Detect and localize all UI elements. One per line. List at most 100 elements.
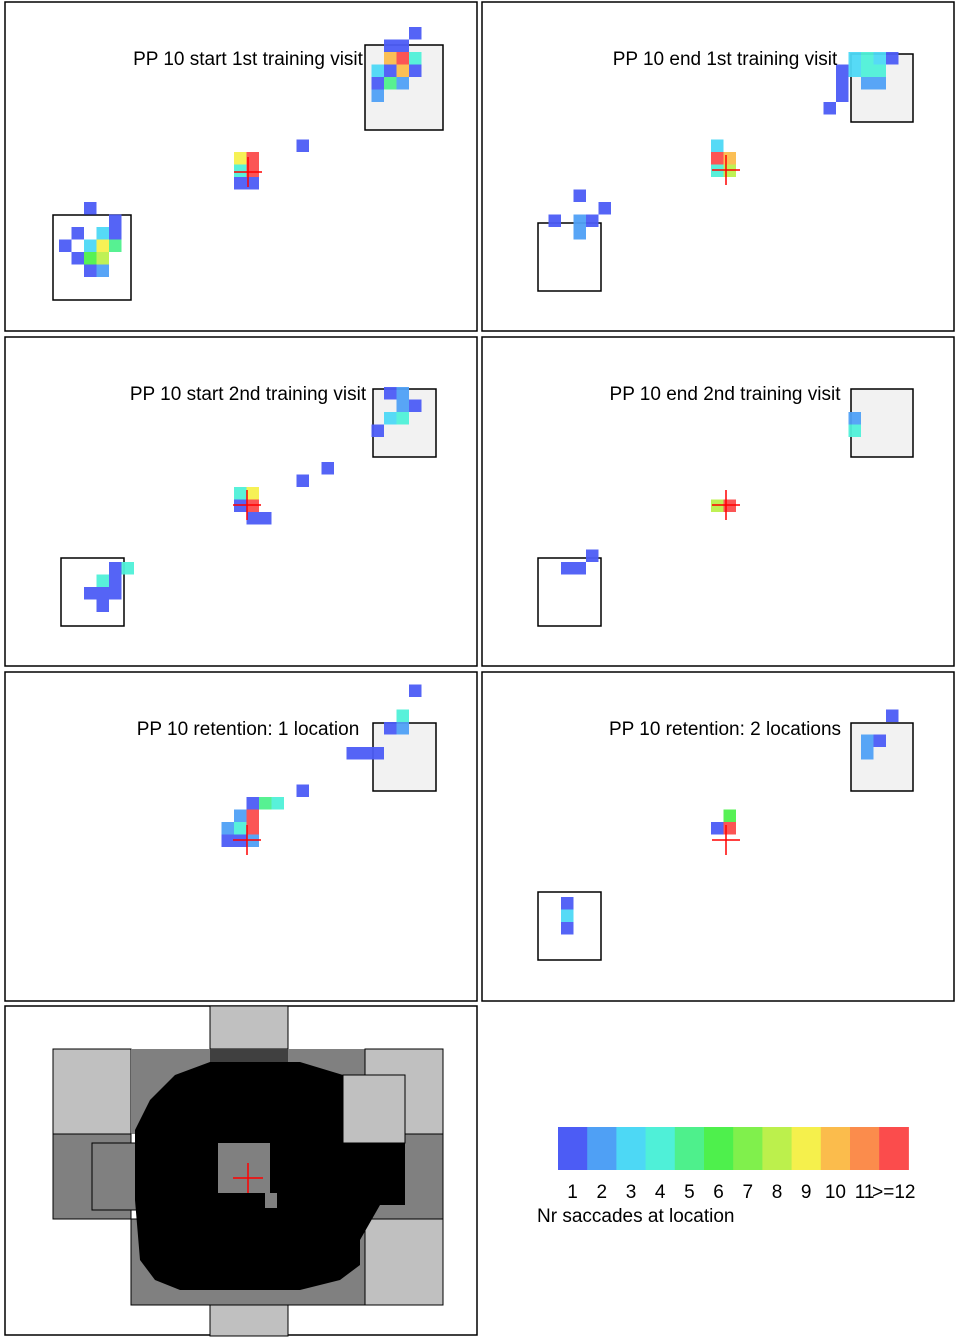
heat-cell	[96, 252, 109, 265]
heat-cell	[271, 797, 284, 810]
colorbar-label: 2	[597, 1182, 608, 1203]
heat-cell	[246, 797, 259, 810]
heat-cell	[861, 734, 874, 747]
heat-cell	[573, 562, 586, 575]
heat-cell	[259, 797, 272, 810]
heat-cell	[84, 239, 97, 252]
heat-cell	[296, 139, 309, 152]
heat-cell	[861, 64, 874, 77]
heat-cell	[96, 227, 109, 240]
colorbar-label: >=12	[872, 1182, 915, 1203]
panel-title: PP 10 start 1st training visit	[133, 49, 364, 70]
heat-cell	[234, 177, 247, 190]
fixation-cross	[233, 1163, 263, 1193]
colorbar-swatch	[645, 1127, 676, 1170]
heat-cell	[234, 809, 247, 822]
heat-cell	[246, 809, 259, 822]
target-box	[850, 388, 914, 458]
colorbar-label: 7	[743, 1182, 754, 1203]
heat-cell	[121, 562, 134, 575]
colorbar-label: 3	[626, 1182, 637, 1203]
colorbar-swatch	[879, 1127, 909, 1170]
heat-cell	[598, 202, 611, 215]
heat-cell	[109, 214, 122, 227]
heat-cell	[84, 202, 97, 215]
heat-cell	[296, 784, 309, 797]
summary-map	[4, 1005, 478, 1337]
heat-cell	[109, 239, 122, 252]
heat-cell	[384, 64, 397, 77]
heat-cell	[384, 387, 397, 400]
heat-cell	[836, 89, 849, 102]
panel-title: PP 10 start 2nd training visit	[130, 384, 367, 405]
panel-title: PP 10 retention: 2 locations	[609, 719, 841, 740]
colorbar-label: 4	[655, 1182, 666, 1203]
colorbar-swatch	[616, 1127, 647, 1170]
region	[364, 1218, 444, 1306]
panel: PP 10 retention: 2 locations	[481, 671, 955, 1002]
heat-cell	[246, 512, 259, 525]
heat-cell	[384, 39, 397, 52]
heat-cell	[71, 252, 84, 265]
heat-cell	[848, 52, 861, 65]
region	[265, 1193, 277, 1208]
heat-cell	[836, 77, 849, 90]
heat-cell	[573, 214, 586, 227]
panel: PP 10 end 1st training visit	[481, 1, 955, 332]
heat-cell	[873, 734, 886, 747]
heat-cell	[848, 64, 861, 77]
colorbar-swatch	[820, 1127, 851, 1170]
heat-cell	[873, 64, 886, 77]
heat-cell	[396, 64, 409, 77]
heat-cell	[384, 722, 397, 735]
heat-cell	[409, 64, 422, 77]
heat-cell	[711, 139, 724, 152]
heat-cell	[836, 64, 849, 77]
heat-cell	[96, 587, 109, 600]
heat-cell	[711, 822, 724, 835]
region	[209, 1005, 289, 1050]
heat-cell	[384, 77, 397, 90]
panel: PP 10 start 2nd training visit	[4, 336, 478, 667]
heat-cell	[873, 52, 886, 65]
heat-cell	[396, 39, 409, 52]
heat-cell	[59, 239, 72, 252]
colorbar-label: 11	[855, 1182, 875, 1203]
colorbar-label: 10	[825, 1182, 846, 1203]
heat-cell	[396, 399, 409, 412]
heat-cell	[861, 77, 874, 90]
fixation-cross	[712, 155, 740, 185]
colorbar-label: 8	[772, 1182, 783, 1203]
heat-cell	[96, 239, 109, 252]
heat-cell	[586, 549, 599, 562]
heat-cell	[371, 747, 384, 760]
heat-cell	[886, 52, 899, 65]
heat-cell	[561, 909, 574, 922]
heat-cell	[861, 747, 874, 760]
heat-cell	[321, 462, 334, 475]
heat-cell	[396, 709, 409, 722]
heat-cell	[246, 177, 259, 190]
heat-cell	[861, 52, 874, 65]
panel: PP 10 retention: 1 location	[4, 671, 478, 1002]
target-box	[537, 557, 602, 627]
heat-cell	[371, 64, 384, 77]
heat-cell	[396, 412, 409, 425]
heat-cell	[346, 747, 359, 760]
region	[218, 1143, 270, 1193]
heat-cell	[573, 227, 586, 240]
panel-title: PP 10 end 2nd training visit	[610, 384, 842, 405]
colorbar-swatch	[850, 1127, 880, 1170]
fixation-cross	[712, 825, 740, 855]
heat-cell	[371, 424, 384, 437]
colorbar-label: 1	[567, 1182, 578, 1203]
heat-cell	[221, 822, 234, 835]
colorbar-label: 5	[684, 1182, 695, 1203]
heat-cell	[561, 897, 574, 910]
heat-cell	[246, 487, 259, 500]
heat-cell	[109, 574, 122, 587]
heat-cell	[848, 412, 861, 425]
region	[342, 1074, 406, 1144]
panel-title: PP 10 end 1st training visit	[613, 49, 838, 70]
heat-cell	[723, 809, 736, 822]
